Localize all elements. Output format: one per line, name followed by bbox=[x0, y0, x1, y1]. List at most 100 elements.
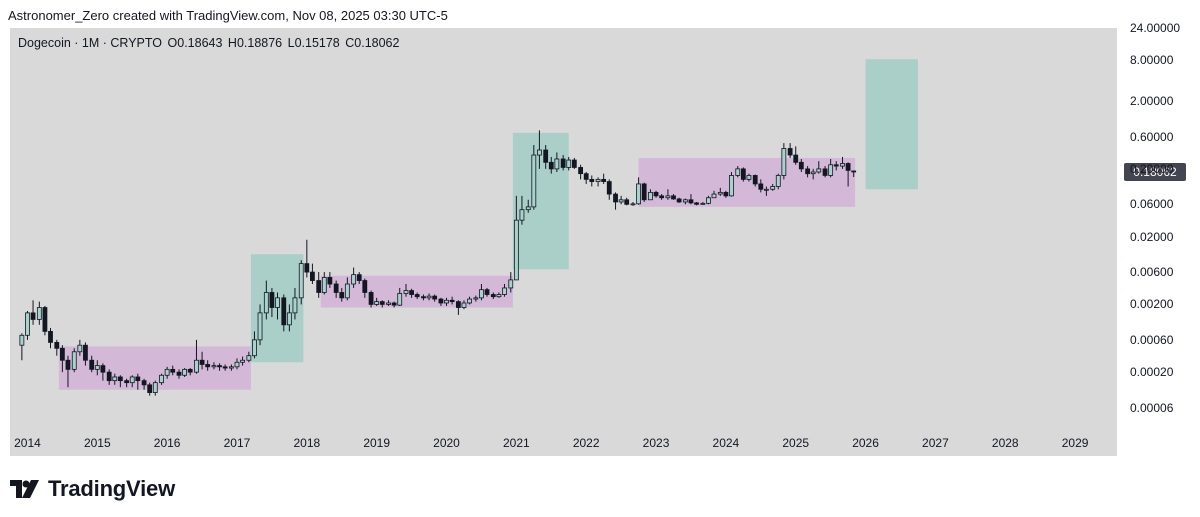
candle-91 bbox=[543, 145, 549, 169]
candle-123 bbox=[729, 171, 734, 197]
candle-body-down bbox=[758, 183, 764, 190]
expansion-zone-6[interactable] bbox=[865, 59, 918, 190]
candle-body-down bbox=[560, 158, 566, 168]
candle-49 bbox=[298, 260, 304, 305]
candle-body-down bbox=[548, 161, 554, 170]
candle-body-up bbox=[403, 290, 409, 294]
candle-body-up bbox=[77, 344, 83, 353]
accumulation-zone-5[interactable] bbox=[638, 157, 856, 207]
candle-body-up bbox=[25, 312, 30, 336]
candle-143 bbox=[845, 162, 851, 187]
candle-body-down bbox=[117, 376, 123, 382]
candle-body-up bbox=[706, 197, 711, 204]
candle-body-up bbox=[194, 359, 199, 373]
candle-body-up bbox=[321, 277, 327, 293]
chart-pane[interactable]: Dogecoin · 1M · CRYPTO O0.18643 H0.18876… bbox=[10, 28, 1117, 456]
candle-body-down bbox=[851, 170, 857, 173]
candle-7 bbox=[54, 339, 60, 356]
candle-112 bbox=[665, 189, 671, 200]
candle-body-up bbox=[479, 289, 484, 299]
candle-54 bbox=[327, 272, 333, 288]
candle-body-up bbox=[496, 294, 502, 298]
candle-113 bbox=[671, 194, 676, 200]
candle-21 bbox=[135, 373, 141, 390]
candle-body-up bbox=[129, 376, 135, 384]
candle-82 bbox=[490, 292, 496, 300]
candle-body-up bbox=[531, 154, 537, 208]
candle-body-up bbox=[351, 274, 357, 285]
candle-body-up bbox=[240, 359, 245, 363]
price-axis[interactable]: 0.18062 24.00000 8.00000 2.00000 0.60000 0.2… bbox=[1117, 21, 1200, 456]
candle-62 bbox=[374, 297, 380, 306]
candle-110 bbox=[653, 190, 659, 198]
candle-body-down bbox=[316, 280, 322, 293]
x-tick-label: 2019 bbox=[363, 436, 391, 450]
candle-105 bbox=[624, 197, 630, 206]
candle-body-down bbox=[449, 299, 455, 303]
candle-body-down bbox=[304, 263, 310, 273]
x-tick-label: 2022 bbox=[572, 436, 600, 450]
candle-137 bbox=[810, 168, 816, 180]
candle-body-up bbox=[770, 186, 776, 190]
candle-34 bbox=[211, 362, 217, 370]
candle-57 bbox=[344, 277, 350, 301]
candle-body-up bbox=[502, 287, 507, 295]
candle-body-up bbox=[618, 199, 624, 203]
candle-body-up bbox=[682, 199, 688, 203]
y-tick-label: 0.20000 bbox=[1130, 161, 1174, 176]
candle-body-up bbox=[700, 202, 706, 205]
candle-body-up bbox=[228, 366, 234, 369]
candle-body-down bbox=[368, 292, 374, 305]
candle-body-up bbox=[263, 292, 269, 314]
candle-body-up bbox=[211, 365, 217, 368]
candle-52 bbox=[316, 272, 322, 298]
candle-body-up bbox=[182, 368, 188, 376]
close-value: C0.18062 bbox=[345, 36, 400, 50]
candle-body-up bbox=[763, 188, 769, 191]
candle-body-down bbox=[222, 366, 228, 369]
candle-body-down bbox=[83, 344, 88, 361]
candle-141 bbox=[833, 161, 839, 171]
candle-1 bbox=[19, 333, 25, 361]
chart-attribution: Astronomer_Zero created with TradingView… bbox=[8, 8, 448, 23]
candle-body-up bbox=[94, 365, 100, 370]
candle-body-down bbox=[333, 283, 339, 293]
x-tick-label: 2025 bbox=[782, 436, 810, 450]
candle-78 bbox=[467, 296, 472, 305]
candle-38 bbox=[234, 358, 240, 370]
candle-body-down bbox=[391, 302, 397, 306]
candle-77 bbox=[461, 300, 467, 310]
candle-44 bbox=[269, 287, 275, 318]
candle-116 bbox=[688, 194, 694, 205]
symbol-info[interactable]: Dogecoin · 1M · CRYPTO bbox=[18, 36, 163, 50]
open-value: O0.18643 bbox=[167, 36, 223, 50]
x-tick-label: 2017 bbox=[223, 436, 251, 450]
candle-body-down bbox=[659, 195, 665, 199]
y-tick-label: 2.00000 bbox=[1130, 94, 1174, 109]
candle-body-down bbox=[833, 164, 839, 167]
candle-109 bbox=[648, 189, 653, 201]
candle-32 bbox=[199, 351, 205, 370]
candle-body-up bbox=[665, 195, 671, 199]
y-tick-label: 0.02000 bbox=[1130, 229, 1174, 244]
candle-23 bbox=[147, 382, 153, 396]
candle-body-up bbox=[292, 297, 298, 314]
x-tick-label: 2014 bbox=[14, 436, 41, 450]
candle-body-up bbox=[566, 159, 572, 168]
candle-136 bbox=[805, 166, 810, 178]
price-chart[interactable] bbox=[10, 28, 1117, 456]
candle-83 bbox=[496, 292, 502, 298]
candle-134 bbox=[793, 146, 799, 165]
candle-body-down bbox=[671, 195, 676, 200]
candle-body-down bbox=[65, 359, 71, 370]
candle-body-up bbox=[112, 376, 118, 382]
candle-body-down bbox=[787, 148, 793, 156]
candle-body-down bbox=[805, 168, 810, 175]
candle-43 bbox=[263, 280, 269, 320]
candle-92 bbox=[548, 156, 554, 174]
candle-88 bbox=[525, 199, 531, 213]
candle-body-down bbox=[455, 301, 461, 308]
y-tick-label: 0.00200 bbox=[1130, 297, 1174, 312]
candle-15 bbox=[100, 363, 106, 381]
candle-body-down bbox=[740, 168, 746, 180]
